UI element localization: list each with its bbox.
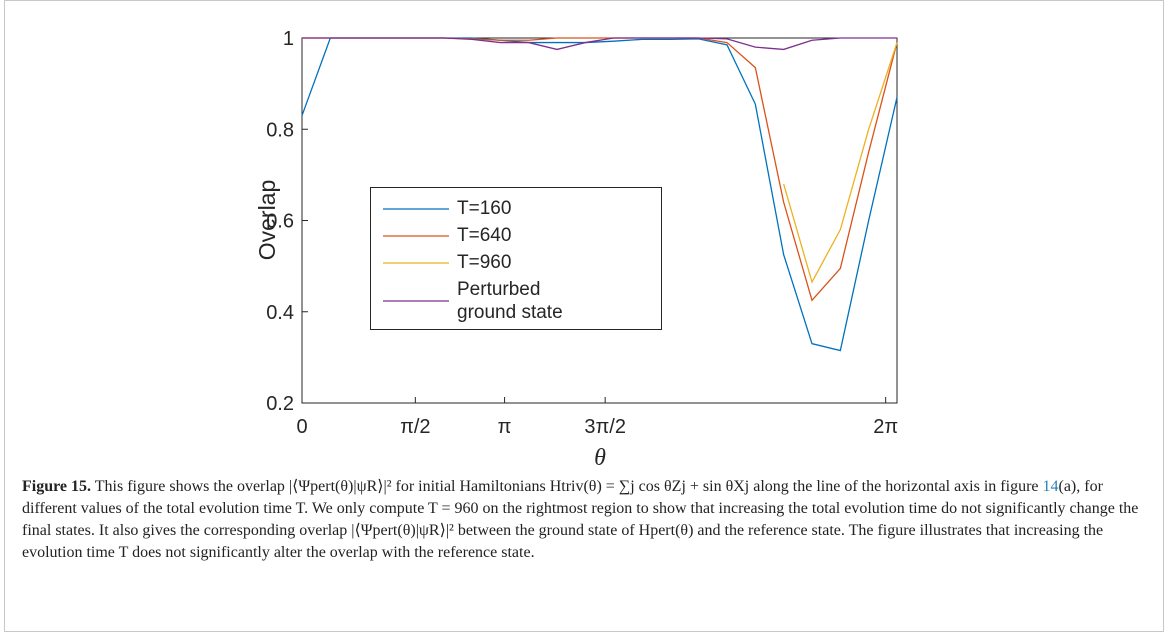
- caption-label: Figure 15.: [22, 478, 92, 495]
- y-tick-label: 0.6: [266, 211, 294, 233]
- caption-text: 14: [1042, 478, 1059, 495]
- legend-swatch: [383, 300, 449, 302]
- legend-label: Perturbed ground state: [457, 279, 563, 323]
- legend-label: T=960: [457, 252, 512, 273]
- legend: T=160 T=640 T=960 Perturbed ground state: [370, 187, 662, 330]
- x-tick-label: 2π: [873, 416, 898, 438]
- figure-frame: [4, 0, 1164, 632]
- y-tick-label: 0.8: [266, 119, 294, 141]
- x-tick-label: 0: [296, 416, 307, 438]
- legend-swatch: [383, 207, 449, 210]
- x-tick-label: π/2: [400, 416, 430, 438]
- legend-entry: T=960: [371, 251, 661, 274]
- caption-text: This figure shows the overlap |⟨Ψpert(θ)…: [94, 478, 1043, 495]
- x-tick-label: 3π/2: [584, 416, 626, 438]
- x-tick-label: π: [498, 416, 512, 438]
- legend-swatch: [383, 234, 449, 237]
- legend-entry: Perturbed ground state: [371, 278, 661, 324]
- legend-label: T=640: [457, 225, 512, 246]
- y-tick-label: 0.2: [266, 393, 294, 415]
- caption: Figure 15. This figure shows the overlap…: [22, 476, 1147, 564]
- series-line: [302, 37, 897, 51]
- series-line: [783, 42, 898, 284]
- legend-entry: T=160: [371, 197, 661, 220]
- legend-label: T=160: [457, 198, 512, 219]
- y-axis-label: Overlap: [254, 180, 280, 261]
- caption-text: (a), for different values of the total e…: [22, 478, 1139, 561]
- legend-swatch: [383, 261, 449, 264]
- x-axis-label: θ: [594, 445, 606, 470]
- y-tick-label: 1: [283, 28, 294, 50]
- legend-entry: T=640: [371, 224, 661, 247]
- y-tick-label: 0.4: [266, 302, 294, 324]
